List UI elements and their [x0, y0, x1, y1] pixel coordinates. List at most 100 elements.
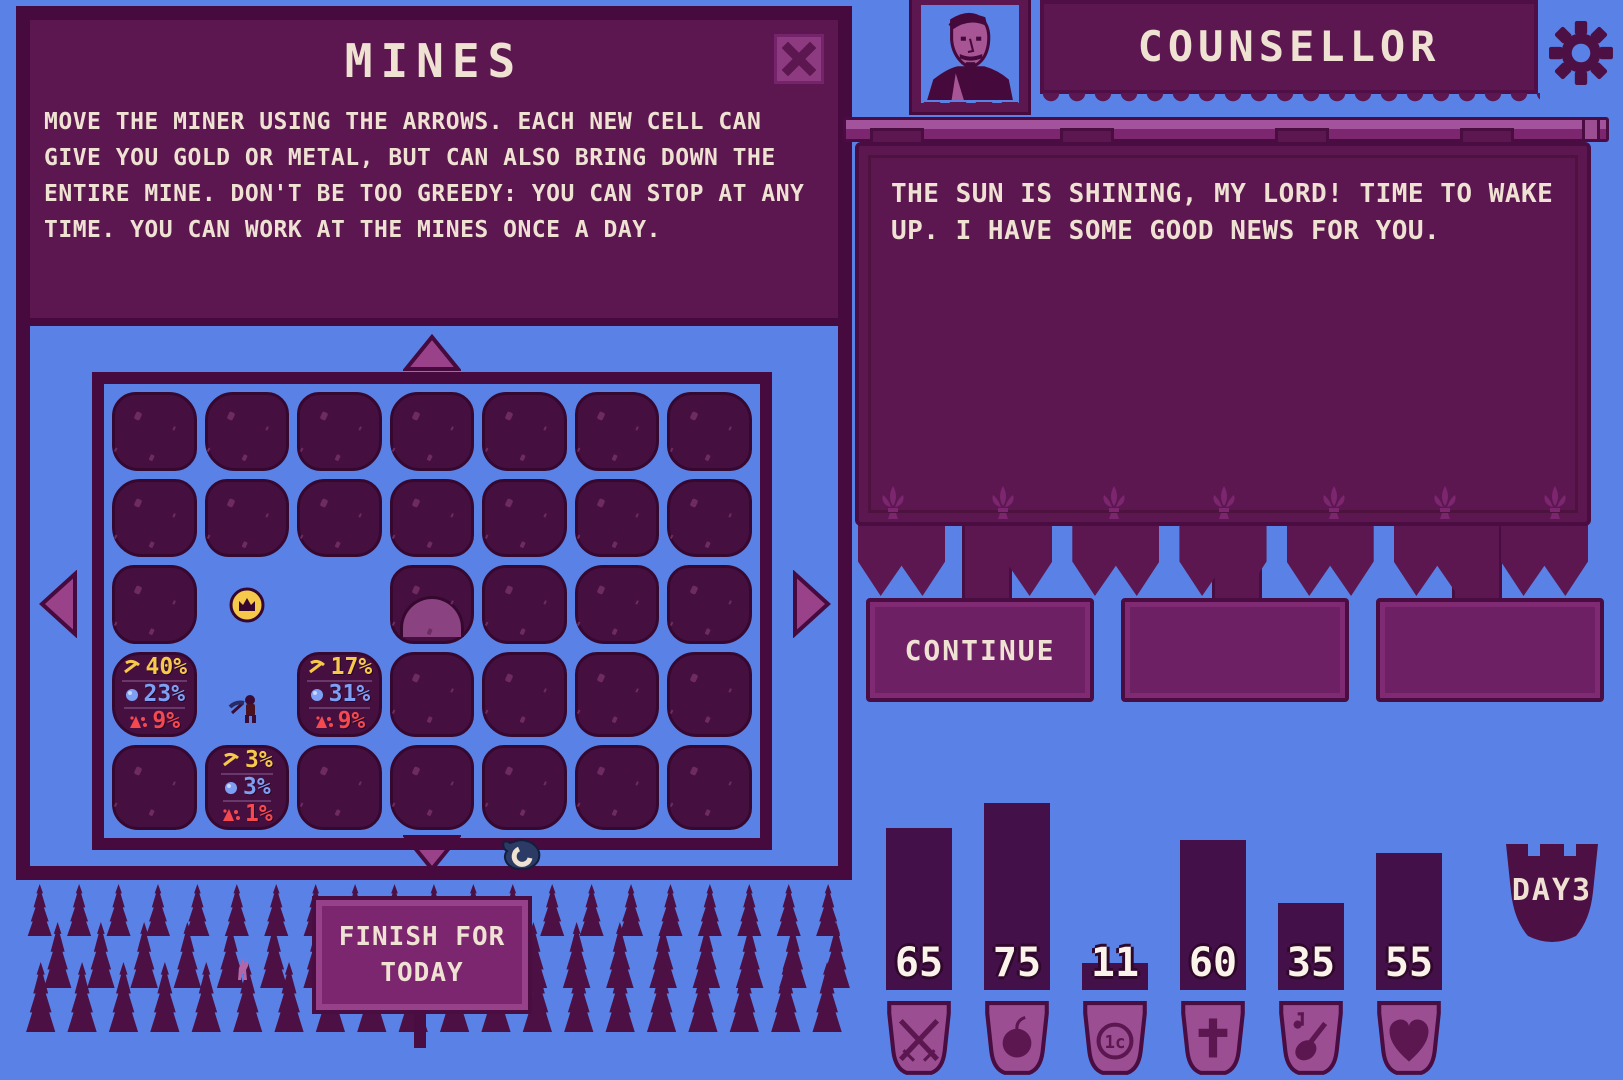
- mine-cell-rock: [482, 651, 567, 737]
- stat-badge: 1c: [1082, 1000, 1148, 1078]
- banner-pennant: [1286, 524, 1374, 596]
- coin-icon: 1c: [1096, 1022, 1134, 1060]
- close-icon: [782, 42, 816, 76]
- response-button-continue[interactable]: CONTINUE: [866, 598, 1094, 702]
- counsellor-portrait-image: [927, 12, 1013, 100]
- tree-icon: [605, 962, 635, 1032]
- banner-ornament-row: [880, 486, 1568, 520]
- mines-header: MINES MOVE THE MINER USING THE ARROWS. E…: [30, 20, 838, 326]
- mine-cell-rock: [389, 651, 475, 737]
- stat-bar: [1278, 902, 1344, 990]
- miner-sprite: [228, 695, 256, 724]
- settings-button[interactable]: [1548, 20, 1614, 86]
- tree-icon: [150, 962, 180, 1032]
- stat-military: 65: [886, 756, 952, 1078]
- mine-cell-rock: [667, 392, 752, 471]
- mine-cell-rock: [482, 392, 567, 471]
- mine-cell-rock: [482, 565, 567, 644]
- counsellor-portrait: [912, 0, 1028, 115]
- mine-cell-rock: [482, 744, 567, 830]
- mine-cell-rock: [482, 478, 567, 558]
- probability-collapse: 9%: [314, 708, 365, 734]
- probability-collapse: 9%: [128, 708, 180, 734]
- mine-cell-rock: [389, 478, 475, 558]
- counsellor-name: COUNSELLOR: [1137, 22, 1441, 71]
- move-up-button[interactable]: [403, 334, 461, 372]
- apple-icon: [1002, 1015, 1032, 1058]
- banner-pennant: [965, 524, 1053, 596]
- tree-icon: [646, 962, 677, 1032]
- tree-icon: [771, 962, 801, 1032]
- stat-bar: [1082, 962, 1148, 990]
- stat-badge: [1278, 1000, 1344, 1078]
- tree-icon: [812, 962, 842, 1032]
- dialogue-panel: THE SUN IS SHINING, MY LORD! TIME TO WAK…: [855, 142, 1591, 526]
- gold-pick-icon: [123, 660, 140, 674]
- mine-cell-rock: [204, 392, 290, 471]
- probability-gold: 40%: [121, 654, 188, 682]
- stat-bar: [984, 802, 1050, 990]
- mines-window: MINES MOVE THE MINER USING THE ARROWS. E…: [16, 6, 852, 880]
- probability-collapse: 1%: [221, 801, 273, 827]
- move-right-button[interactable]: [792, 570, 832, 638]
- fleur-de-lis-icon: [1103, 486, 1125, 519]
- finish-button-label: FINISH FOR TODAY: [338, 922, 506, 988]
- bird-sprite: [498, 836, 544, 872]
- mine-cell-prob: 17% 31% 9%: [297, 651, 382, 737]
- close-button[interactable]: [774, 34, 824, 84]
- stat-religion: 60: [1180, 756, 1246, 1078]
- mine-cell-rock: [389, 392, 475, 471]
- stat-value: 55: [1384, 940, 1434, 986]
- mine-cell-rock: [297, 744, 382, 830]
- stat-value: 60: [1188, 940, 1238, 986]
- stat-value: 75: [992, 940, 1042, 986]
- dialogue-text: THE SUN IS SHINING, MY LORD! TIME TO WAK…: [891, 179, 1554, 246]
- collapse-danger-icon: [130, 716, 148, 729]
- mine-cell-rock: [112, 392, 197, 471]
- tree-icon: [274, 962, 304, 1032]
- cave-entrance: [399, 595, 464, 637]
- stat-badge: [886, 1000, 952, 1078]
- svg-text:1c: 1c: [1105, 1033, 1126, 1053]
- response-button-2[interactable]: [1121, 598, 1349, 702]
- mine-cell-rock: [389, 744, 475, 830]
- stat-culture: 35: [1278, 756, 1344, 1078]
- move-left-button[interactable]: [38, 570, 78, 638]
- gold-coin-icon: [229, 587, 265, 623]
- tree-icon: [108, 962, 139, 1032]
- tree-icon: [26, 962, 56, 1032]
- banner-pennant: [1393, 524, 1481, 596]
- day-counter-badge: DAY3: [1500, 833, 1604, 947]
- mine-cell-cave: [389, 565, 475, 644]
- mine-cell-rock: [574, 651, 660, 737]
- tree-icon: [67, 962, 97, 1032]
- metal-ore-icon: [310, 689, 323, 702]
- gold-pick-icon: [308, 660, 325, 674]
- fleur-de-lis-icon: [1323, 486, 1345, 519]
- mine-cell-rock: [667, 565, 752, 644]
- mine-cell-rock: [112, 478, 197, 558]
- metal-ore-icon: [125, 689, 138, 702]
- banner-scallops: [1038, 93, 1540, 106]
- response-button-3[interactable]: [1376, 598, 1604, 702]
- mine-cell-rock: [574, 744, 660, 830]
- arrow-up-icon: [403, 334, 461, 371]
- mine-cell-rock: [667, 744, 752, 830]
- heart-icon: [1389, 1019, 1429, 1062]
- metal-ore-icon: [225, 782, 237, 795]
- finish-for-today-button[interactable]: FINISH FOR TODAY: [312, 896, 532, 1014]
- fleur-de-lis-icon: [1544, 486, 1566, 519]
- mine-cell-rock: [667, 478, 752, 558]
- banner-pennant: [858, 524, 946, 596]
- stat-value: 65: [894, 940, 944, 986]
- mines-instructions: MOVE THE MINER USING THE ARROWS. EACH NE…: [44, 109, 805, 243]
- mine-cell-rock: [297, 478, 382, 558]
- crossed-swords-icon: [898, 1018, 940, 1062]
- mine-cell-rock: [574, 478, 660, 558]
- mine-cell-rock: [574, 565, 660, 644]
- cross-icon: [1198, 1018, 1228, 1058]
- tree-icon: [191, 962, 221, 1032]
- mine-field: 40% 23% 9% 17% 31% 9% 3% 3% 1%: [30, 326, 838, 872]
- gold-pick-icon: [223, 753, 239, 767]
